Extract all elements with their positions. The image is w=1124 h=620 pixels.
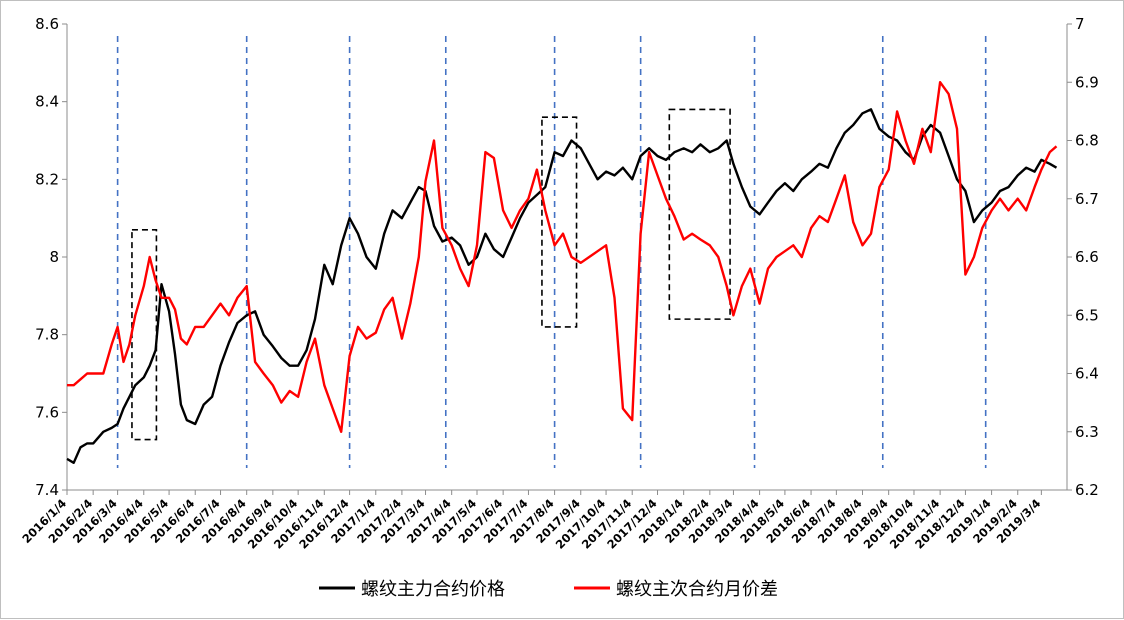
- y-right-tick-label: 7: [1075, 15, 1085, 33]
- y-left-tick-label: 7.8: [35, 326, 59, 344]
- y-axis-left-ticks: 7.4 7.6 7.8 8 8.2 8.4 8.6: [35, 15, 67, 499]
- x-axis-ticks: 2016/1/42016/2/42016/3/42016/4/42016/5/4…: [19, 490, 1043, 552]
- y-left-tick-label: 8: [49, 248, 59, 266]
- y-left-tick-label: 7.6: [35, 403, 59, 421]
- series-line-main-contract-price: [66, 108, 1058, 464]
- y-left-tick-label: 7.4: [35, 481, 59, 499]
- y-right-tick-label: 6.5: [1075, 306, 1099, 324]
- series-lines: [66, 81, 1058, 464]
- series-line-month-spread: [67, 81, 1058, 433]
- y-left-tick-label: 8.4: [35, 93, 59, 111]
- y-right-tick-label: 6.6: [1075, 248, 1099, 266]
- y-right-tick-label: 6.2: [1075, 481, 1099, 499]
- legend-label-price: 螺纹主力合约价格: [361, 579, 505, 600]
- y-right-tick-label: 6.7: [1075, 190, 1099, 208]
- y-left-tick-label: 8.6: [35, 15, 59, 33]
- highlight-box: [541, 116, 578, 328]
- y-axis-right-ticks: 6.2 6.3 6.4 6.5 6.6 6.7 6.8 6.9 7: [1067, 15, 1099, 499]
- legend-label-spread: 螺纹主次合约月价差: [616, 579, 778, 600]
- y-right-tick-label: 6.4: [1075, 365, 1099, 383]
- reference-lines: [116, 36, 987, 468]
- axes-layer: [66, 24, 1068, 491]
- y-right-tick-label: 6.3: [1075, 423, 1099, 441]
- y-right-tick-label: 6.8: [1075, 132, 1099, 150]
- y-left-tick-label: 8.2: [35, 170, 59, 188]
- y-right-tick-label: 6.9: [1075, 73, 1099, 91]
- legend: 螺纹主力合约价格 螺纹主次合约月价差: [319, 579, 778, 600]
- highlight-box: [668, 108, 731, 320]
- highlight-box: [131, 229, 158, 441]
